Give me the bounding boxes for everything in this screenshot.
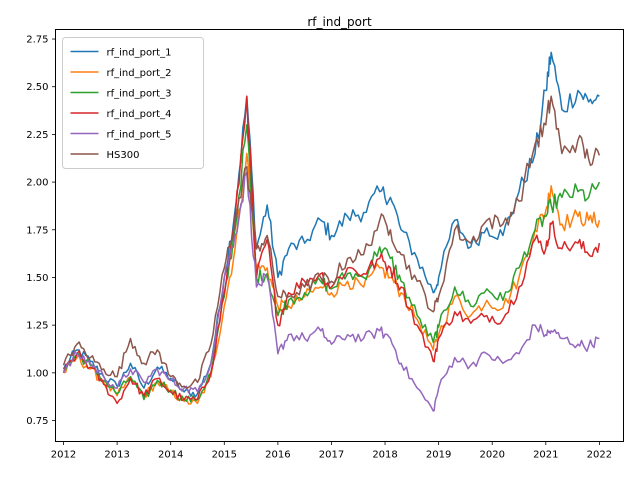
series-layer [62,51,601,412]
y-tick-label: 2.25 [26,130,48,141]
legend: rf_ind_port_1 rf_ind_port_2 rf_ind_port_3r… [62,37,204,169]
x-tick-label: 2015 [212,450,237,461]
y-axis: 0.75 1.00 1.25 1.50 1.75 2.00 2.25 2.50 2.75 [26,35,56,427]
plot-frame [55,29,624,442]
x-tick-label: 2012 [51,450,76,461]
y-tick-label: 0.75 [26,416,48,427]
y-tick-label: 2.00 [26,178,48,189]
y-tick-label: 1.75 [26,225,48,236]
x-tick-label: 2014 [158,450,183,461]
x-tick-label: 2018 [372,450,397,461]
series-line-3 [63,124,601,403]
y-tick-label: 2.75 [26,35,48,46]
legend-label: rf_ind_port_5 [107,130,172,141]
x-tick-label: 2013 [104,450,129,461]
y-tick-label: 2.50 [26,82,48,93]
x-tick-label: 2022 [587,450,612,461]
chart-title: rf_ind_port [307,15,372,29]
series-line-4 [62,95,601,405]
legend-label: rf_ind_port_2 [107,68,172,79]
legend-label: rf_ind_port_3 [107,89,172,100]
x-tick-label: 2019 [426,450,451,461]
x-tick-label: 2017 [319,450,344,461]
y-tick-label: 1.50 [26,273,48,284]
x-tick-label: 2021 [533,450,558,461]
series-line-1 [62,51,600,398]
legend-label: rf_ind_port_1 [107,48,172,59]
x-axis: 2012 2013 2014 2015 2016 2017 2018 2019 2020 2021… [51,441,612,461]
legend-label: rf_ind_port_4 [107,109,172,120]
x-tick-label: 2020 [479,450,504,461]
y-tick-label: 1.00 [26,368,48,379]
series-line-5 [62,171,600,412]
legend-label: HS300 [107,150,140,161]
series-line-6 [62,95,601,389]
x-tick-label: 2016 [265,450,290,461]
y-tick-label: 1.25 [26,321,48,332]
legend-box [62,37,204,169]
